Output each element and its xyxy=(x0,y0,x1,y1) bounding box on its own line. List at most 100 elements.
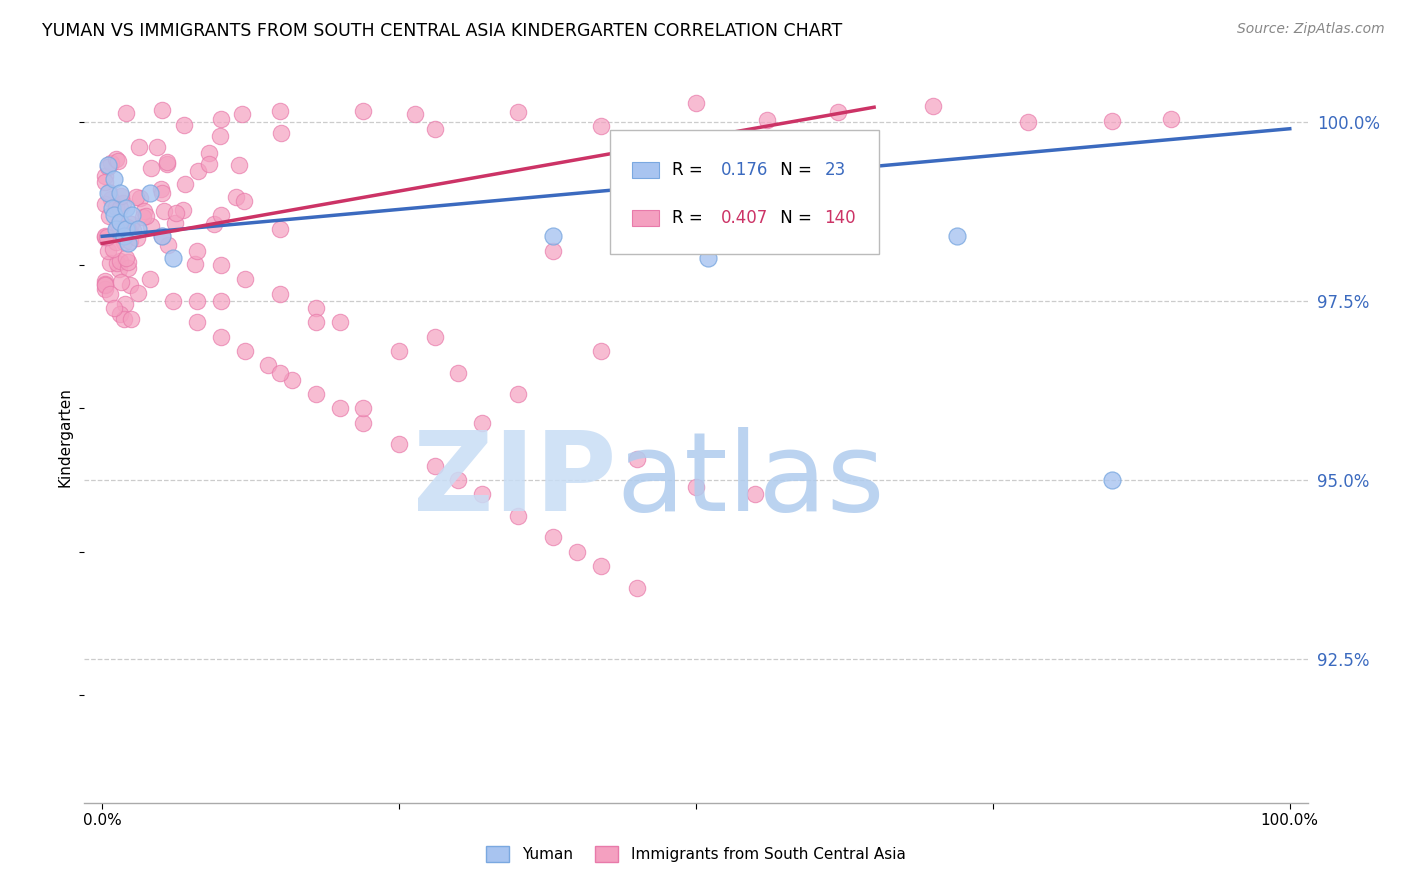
Point xyxy=(543,531,565,545)
Point xyxy=(305,387,328,401)
Point xyxy=(269,104,291,119)
Point xyxy=(174,177,197,191)
Point xyxy=(112,312,135,326)
Point xyxy=(228,158,250,172)
Point xyxy=(186,244,208,258)
Point xyxy=(94,169,117,183)
Point xyxy=(827,136,849,150)
Point xyxy=(94,277,117,292)
Point xyxy=(543,244,565,258)
Point xyxy=(135,209,157,223)
Text: YUMAN VS IMMIGRANTS FROM SOUTH CENTRAL ASIA KINDERGARTEN CORRELATION CHART: YUMAN VS IMMIGRANTS FROM SOUTH CENTRAL A… xyxy=(42,22,842,40)
Point xyxy=(108,215,131,229)
Point xyxy=(97,244,120,258)
Point xyxy=(626,581,648,595)
Point xyxy=(105,235,128,250)
Text: N =: N = xyxy=(776,161,818,179)
Point xyxy=(110,276,132,290)
FancyBboxPatch shape xyxy=(610,130,880,254)
Point xyxy=(209,329,232,343)
Point xyxy=(98,287,121,301)
Point xyxy=(93,230,115,244)
Point xyxy=(388,344,411,359)
Point xyxy=(162,293,184,308)
Point xyxy=(120,312,142,326)
Point xyxy=(186,293,208,308)
Point xyxy=(165,205,187,219)
Point xyxy=(120,277,142,292)
Point xyxy=(94,229,117,244)
Point xyxy=(141,219,163,233)
FancyBboxPatch shape xyxy=(633,162,659,178)
Point xyxy=(162,251,184,265)
Point xyxy=(115,222,138,236)
Point xyxy=(543,229,565,244)
Point xyxy=(172,203,194,218)
Point xyxy=(118,226,141,240)
Point xyxy=(115,219,138,234)
Point xyxy=(352,401,374,416)
Point xyxy=(744,487,766,501)
Point xyxy=(105,221,128,235)
Point xyxy=(110,201,132,215)
Point xyxy=(110,189,132,203)
Point xyxy=(118,224,141,238)
Point xyxy=(97,186,120,201)
Point xyxy=(115,105,138,120)
Point xyxy=(101,242,124,256)
Point xyxy=(506,105,529,120)
Point xyxy=(108,307,131,321)
Point xyxy=(589,119,612,133)
Text: atlas: atlas xyxy=(616,427,884,534)
Point xyxy=(112,229,135,244)
Point xyxy=(352,103,374,118)
Point xyxy=(103,208,125,222)
Point xyxy=(100,192,122,206)
Point xyxy=(270,126,292,140)
Point xyxy=(125,231,148,245)
Point xyxy=(131,210,153,224)
Point xyxy=(100,156,122,170)
Point xyxy=(150,229,173,244)
Text: 0.176: 0.176 xyxy=(720,161,768,179)
Point xyxy=(127,222,149,236)
Point xyxy=(202,218,225,232)
Point xyxy=(149,182,172,196)
Point xyxy=(1101,473,1123,487)
Point xyxy=(352,416,374,430)
Point xyxy=(233,344,256,359)
Point xyxy=(121,208,143,222)
Point xyxy=(127,286,149,301)
Point xyxy=(117,261,139,276)
Text: Source: ZipAtlas.com: Source: ZipAtlas.com xyxy=(1237,22,1385,37)
Y-axis label: Kindergarten: Kindergarten xyxy=(58,387,73,487)
Point xyxy=(506,387,529,401)
Point xyxy=(922,99,945,113)
Point xyxy=(125,190,148,204)
Point xyxy=(269,286,291,301)
Point xyxy=(156,157,179,171)
Point xyxy=(134,204,156,219)
Point xyxy=(94,175,117,189)
Point xyxy=(93,278,115,293)
Point xyxy=(589,344,612,359)
Text: 0.407: 0.407 xyxy=(720,209,768,227)
Point xyxy=(567,545,589,559)
Point xyxy=(209,258,232,272)
Point xyxy=(626,451,648,466)
Point xyxy=(209,208,232,222)
Point xyxy=(209,112,232,126)
Point xyxy=(756,112,779,127)
Point xyxy=(209,293,232,308)
Point xyxy=(112,235,135,249)
Point xyxy=(103,172,125,186)
Point xyxy=(685,201,707,215)
Point xyxy=(138,272,160,286)
Point xyxy=(105,255,128,269)
Point xyxy=(231,107,253,121)
Point xyxy=(471,487,494,501)
Point xyxy=(1160,112,1182,126)
Point xyxy=(197,157,219,171)
Point xyxy=(98,210,121,224)
Point xyxy=(115,201,138,215)
